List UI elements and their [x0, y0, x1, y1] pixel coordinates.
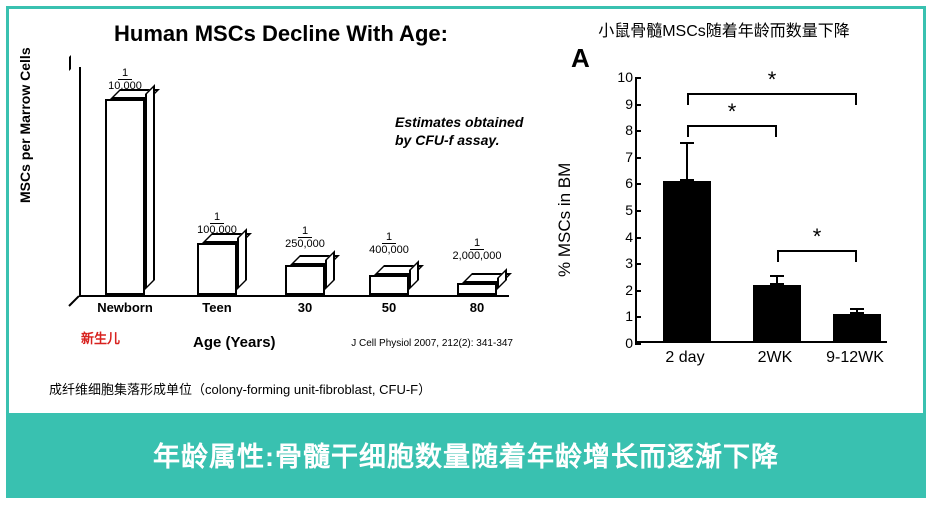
left-chart: MSCs per Marrow Cells Estimates obtained…: [23, 53, 543, 323]
footer-text: 年龄属性:骨髓干细胞数量随着年龄增长而逐渐下降: [153, 435, 779, 474]
significance-bracket: [687, 93, 857, 103]
charts-row: Human MSCs Decline With Age: MSCs per Ma…: [9, 9, 923, 415]
left-axis: 110,000Newborn1100,000Teen1250,000301400…: [69, 67, 523, 307]
footer-bar: 年龄属性:骨髓干细胞数量随着年龄增长而逐渐下降: [9, 413, 923, 495]
left-chart-title: Human MSCs Decline With Age:: [23, 21, 539, 47]
left-bar: 110,000: [105, 99, 145, 295]
left-x-category: 50: [354, 300, 424, 315]
left-caption: 成纤维细胞集落形成单位（colony-forming unit-fibrobla…: [49, 379, 539, 398]
bar-fraction-label: 110,000: [90, 67, 160, 92]
significance-star: *: [768, 67, 777, 93]
right-axis: ***: [635, 77, 887, 343]
right-y-tick: 7: [613, 149, 633, 165]
left-x-category: Teen: [182, 300, 252, 315]
right-y-tick: 0: [613, 335, 633, 351]
right-x-category: 9-12WK: [815, 349, 895, 367]
bar-fraction-label: 12,000,000: [442, 237, 512, 262]
error-bar: [686, 142, 688, 182]
right-bar: [833, 314, 881, 341]
bar-fraction-label: 1250,000: [270, 225, 340, 250]
left-x-category: 80: [442, 300, 512, 315]
right-y-tick: 10: [613, 69, 633, 85]
significance-star: *: [813, 224, 822, 250]
right-chart: % MSCs in BM 012345678910 *** 2 day2WK9-…: [569, 77, 899, 387]
right-y-axis-label: % MSCs in BM: [555, 163, 575, 277]
error-bar: [776, 275, 778, 286]
left-x-axis-label: Age (Years): [193, 334, 276, 351]
significance-bracket: [777, 250, 857, 260]
figure-card: Human MSCs Decline With Age: MSCs per Ma…: [6, 6, 926, 498]
right-bar: [663, 181, 711, 341]
left-bar: 1400,000: [369, 275, 409, 295]
right-panel: 小鼠骨髓MSCs随着年龄而数量下降 A % MSCs in BM 0 1 2 3 4 5 6…: [549, 9, 923, 415]
right-y-tick: 3: [613, 255, 633, 271]
right-y-tick: 9: [613, 96, 633, 112]
left-bar: 1250,000: [285, 265, 325, 295]
right-y-tick: 5: [613, 202, 633, 218]
right-x-category: 2WK: [735, 349, 815, 367]
left-bar: 12,000,000: [457, 283, 497, 295]
left-bar: 1100,000: [197, 243, 237, 295]
bar-fraction-label: 1400,000: [354, 231, 424, 256]
newborn-cn-label: 新生儿: [81, 328, 120, 347]
right-y-tick: 4: [613, 229, 633, 245]
right-bar: [753, 285, 801, 341]
right-x-category: 2 day: [645, 349, 725, 367]
error-bar: [856, 308, 858, 315]
right-y-tick: 2: [613, 282, 633, 298]
significance-bracket: [687, 125, 777, 135]
left-x-category: Newborn: [90, 300, 160, 315]
right-chart-title: 小鼠骨髓MSCs随着年龄而数量下降: [549, 17, 899, 41]
left-y-axis-label: MSCs per Marrow Cells: [17, 47, 33, 203]
panel-letter: A: [571, 43, 590, 74]
left-x-category: 30: [270, 300, 340, 315]
bar-fraction-label: 1100,000: [182, 211, 252, 236]
right-y-tick: 8: [613, 122, 633, 138]
right-y-tick: 6: [613, 175, 633, 191]
left-citation: J Cell Physiol 2007, 212(2): 341-347: [351, 338, 513, 349]
right-y-tick: 1: [613, 308, 633, 324]
left-panel: Human MSCs Decline With Age: MSCs per Ma…: [9, 9, 549, 415]
